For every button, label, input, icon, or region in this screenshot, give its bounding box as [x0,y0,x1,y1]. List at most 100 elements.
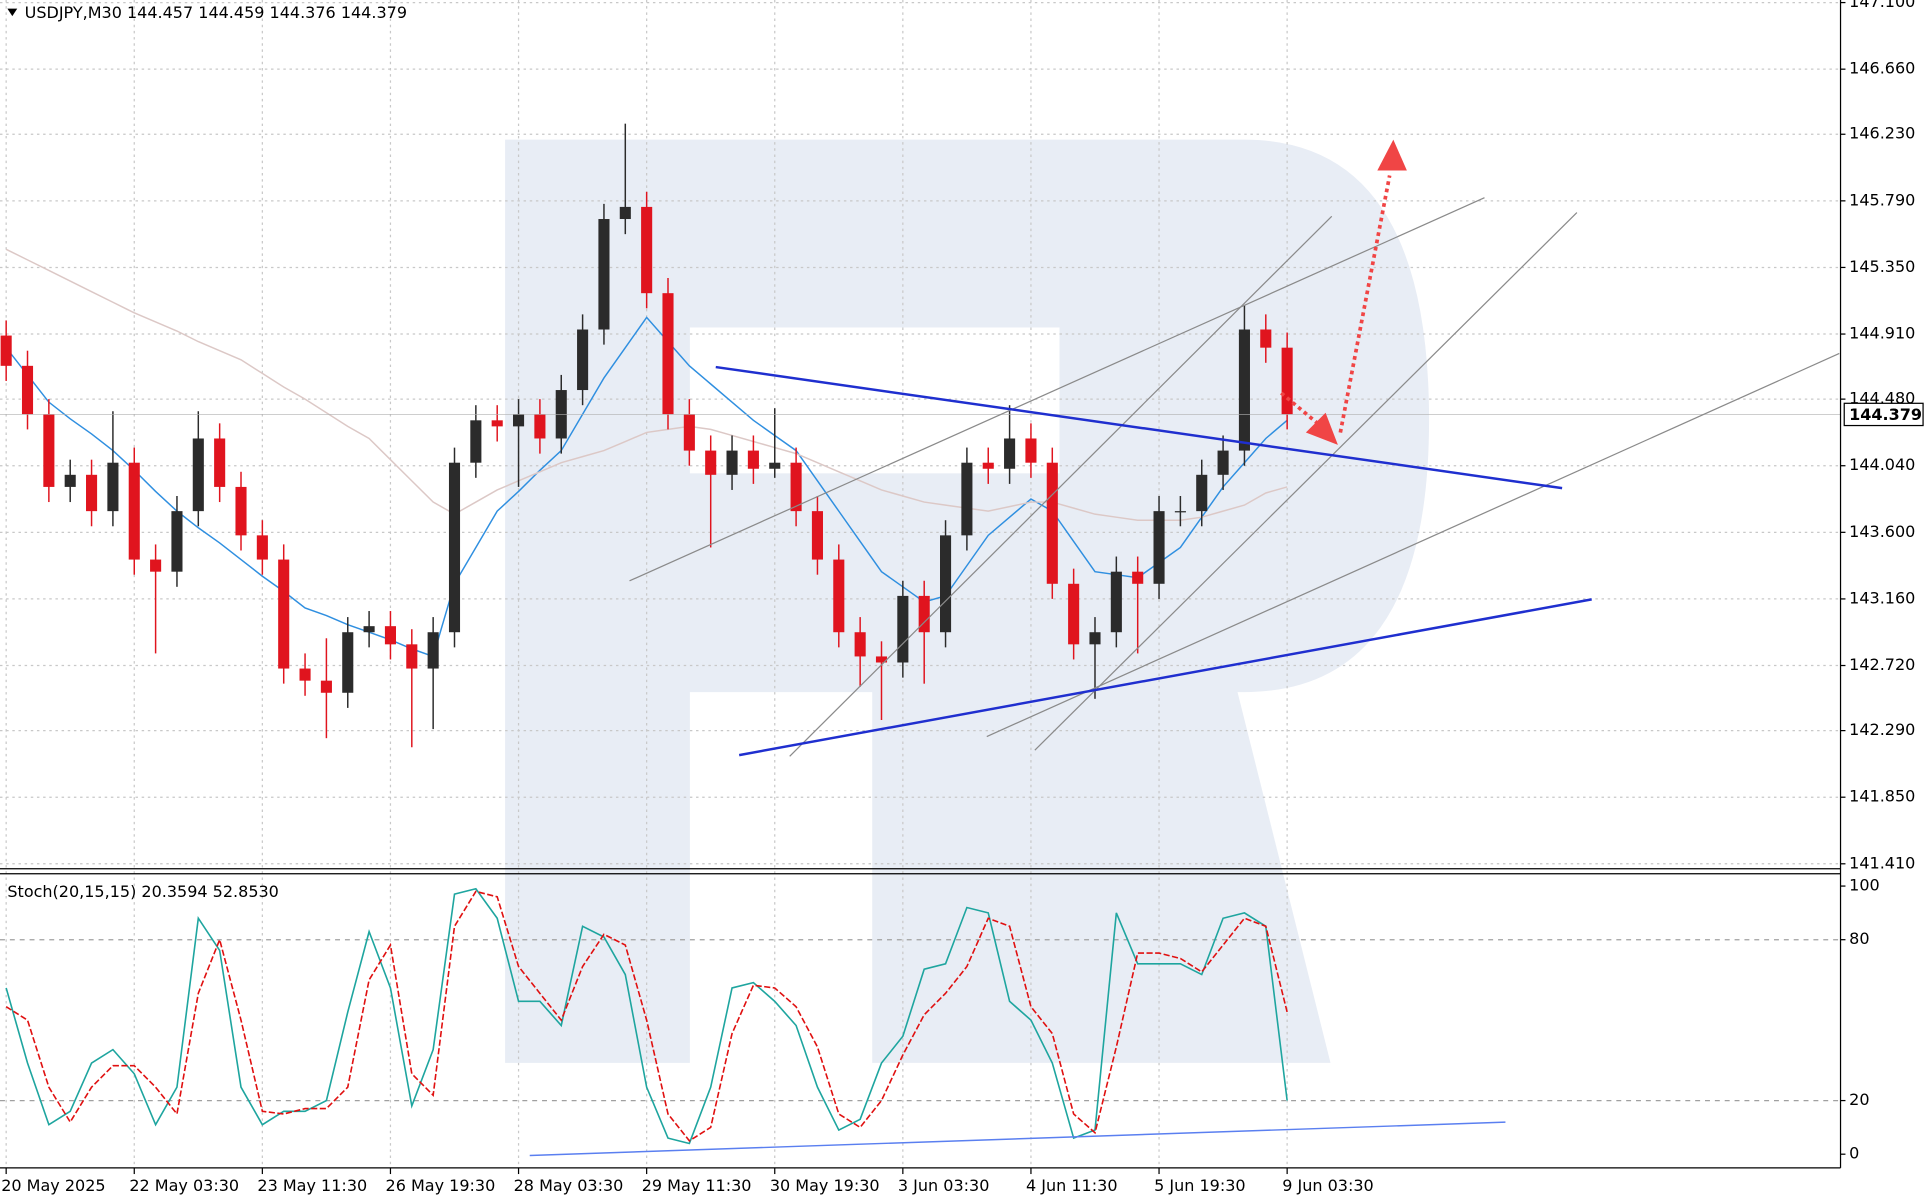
stoch-header: Stoch(20,15,15) 20.3594 52.8530 [7,882,278,901]
x-tick-label: 9 Jun 03:30 [1282,1176,1373,1195]
candle-body [427,632,439,669]
stoch-line [5,887,1288,1145]
x-tick-label: 20 May 2025 [1,1176,105,1195]
candle-body [577,329,589,391]
candle-body [747,450,759,469]
candle-body [897,595,909,663]
y-tick-label: 143.160 [1849,588,1915,607]
candle-body [1068,583,1080,645]
candle-body [64,474,76,487]
candle-body [598,219,610,330]
y-tick-label: 142.290 [1849,720,1915,739]
candle-body [683,414,695,451]
candle-body [513,414,525,427]
x-tick-label: 4 Jun 11:30 [1026,1176,1117,1195]
trend-line [715,365,1563,490]
candle-body [128,462,140,560]
y-tick-label: 145.790 [1849,190,1915,209]
channel-line [789,215,1333,757]
candle-body [470,420,482,463]
candle-body [384,626,396,645]
candle-body [875,656,888,663]
candle-body [1238,329,1250,451]
candle-body [107,462,119,512]
trend-line [738,598,1592,757]
candle-body [641,206,653,294]
candle-body [726,450,738,475]
candle-body [833,559,845,633]
candle-body [0,335,12,366]
candle-body [811,511,823,560]
y-tick-label: 142.720 [1849,655,1915,674]
candle-body [192,438,204,512]
chart-header: USDJPY,M30 144.457 144.459 144.376 144.3… [25,3,407,22]
candle-body [1132,571,1144,584]
y-tick-label: 141.850 [1849,787,1915,806]
watermark-r-hole [689,327,1060,474]
candle-body [1046,462,1058,584]
watermark-r-leg [872,473,1331,1063]
candle-body [406,644,418,669]
candle-body [982,462,994,469]
candle-body [940,535,952,633]
candle-body [256,535,268,560]
x-tick-label: 28 May 03:30 [514,1176,624,1195]
arrow-head [1305,412,1338,445]
y-tick-label: 147.100 [1849,0,1915,11]
candle-body [1174,511,1186,513]
x-tick-label: 5 Jun 19:30 [1154,1176,1245,1195]
stoch-line [5,890,1288,1142]
forecast-arrow [1338,175,1392,433]
candle-body [1004,438,1016,469]
x-tick-label: 29 May 11:30 [642,1176,752,1195]
candle-body [790,462,802,512]
candle-body [961,462,973,536]
candle-body [363,626,375,633]
candle-body [299,668,311,681]
frame [0,0,1842,1169]
candle-body [1110,571,1122,633]
forecast-arrow [1280,391,1320,426]
y-tick-label: 146.230 [1849,124,1915,143]
candle-body [769,462,781,469]
price-tag-label: 144.379 [1849,405,1922,424]
x-tick-label: 22 May 03:30 [129,1176,239,1195]
candle-body [1217,450,1229,475]
y-tick-label: 145.350 [1849,257,1915,276]
y-tick-label: 100 [1849,876,1880,895]
y-tick-label: 146.660 [1849,59,1915,78]
plot [0,123,1841,1145]
candle-body [1153,511,1165,584]
symbol-menu-icon[interactable] [7,8,18,17]
channel-line [629,197,1485,582]
drawings [529,139,1840,1157]
x-tick-label: 3 Jun 03:30 [898,1176,989,1195]
x-tick-label: 23 May 11:30 [257,1176,367,1195]
candle-body [619,206,631,220]
candle-body [320,680,332,693]
y-tick-label: 144.910 [1849,324,1915,343]
candle-body [854,632,866,657]
candle-body [171,511,183,572]
candle-body [21,365,34,415]
candle-body [214,438,226,487]
candle-body [1196,474,1208,512]
moving-average [5,316,1288,658]
candle-body [705,450,717,475]
y-tick-label: 20 [1849,1090,1869,1109]
channel-line [1034,212,1578,751]
candle-body [1281,347,1293,415]
candle-body [448,462,461,633]
candle-body [342,632,354,693]
candle-body [278,559,290,669]
candle-body [235,486,247,536]
candle-body [1025,438,1037,463]
candle-body [662,293,674,415]
candle-body [918,595,930,633]
candle-body [43,414,55,487]
y-tick-label: 144.040 [1849,455,1915,474]
y-tick-label: 80 [1849,929,1869,948]
